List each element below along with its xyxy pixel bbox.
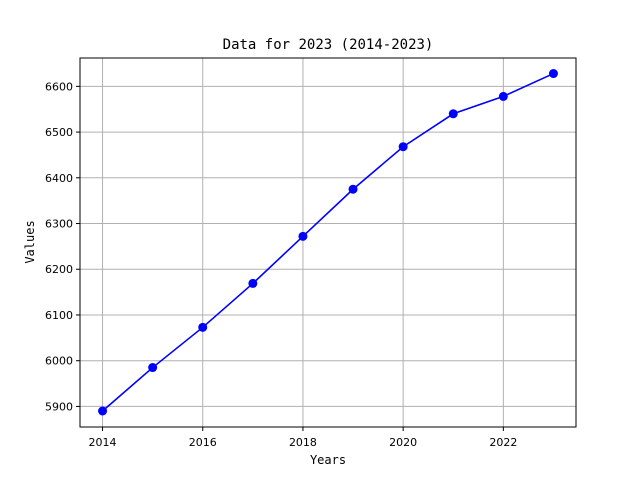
plot-frame	[79, 57, 577, 428]
y-tick-label: 6000	[45, 355, 73, 368]
series-line	[102, 72, 554, 412]
series-layer	[98, 69, 558, 416]
y-tick-label: 6200	[45, 263, 73, 276]
y-tick-label: 6300	[45, 218, 73, 231]
data-point	[198, 322, 208, 332]
data-point	[98, 406, 108, 416]
y-tick-label: 6500	[45, 126, 73, 139]
y-tick-label: 6400	[45, 172, 73, 185]
grid	[80, 58, 576, 427]
x-tick-label: 2022	[489, 436, 517, 449]
x-tick-label: 2016	[189, 436, 217, 449]
data-point	[248, 278, 258, 288]
data-point	[298, 231, 308, 241]
data-point	[398, 142, 408, 152]
y-tick-label: 5900	[45, 400, 73, 413]
data-point	[498, 91, 508, 101]
y-tick-label: 6600	[45, 80, 73, 93]
x-tick-label: 2020	[389, 436, 417, 449]
data-point	[348, 184, 358, 194]
x-tick-label: 2018	[289, 436, 317, 449]
data-point	[548, 69, 558, 79]
x-tick-label: 2014	[89, 436, 117, 449]
x-axis-label: Years	[310, 453, 346, 467]
data-point	[448, 109, 458, 119]
ticks: 2014 2016 2018 2020 2022 5900 6000 6100 6200 6300…	[45, 80, 517, 449]
chart-title: Data for 2023 (2014-2023)	[223, 37, 434, 53]
y-tick-label: 6100	[45, 309, 73, 322]
data-point	[148, 363, 158, 373]
y-axis-label: Values	[23, 220, 37, 263]
